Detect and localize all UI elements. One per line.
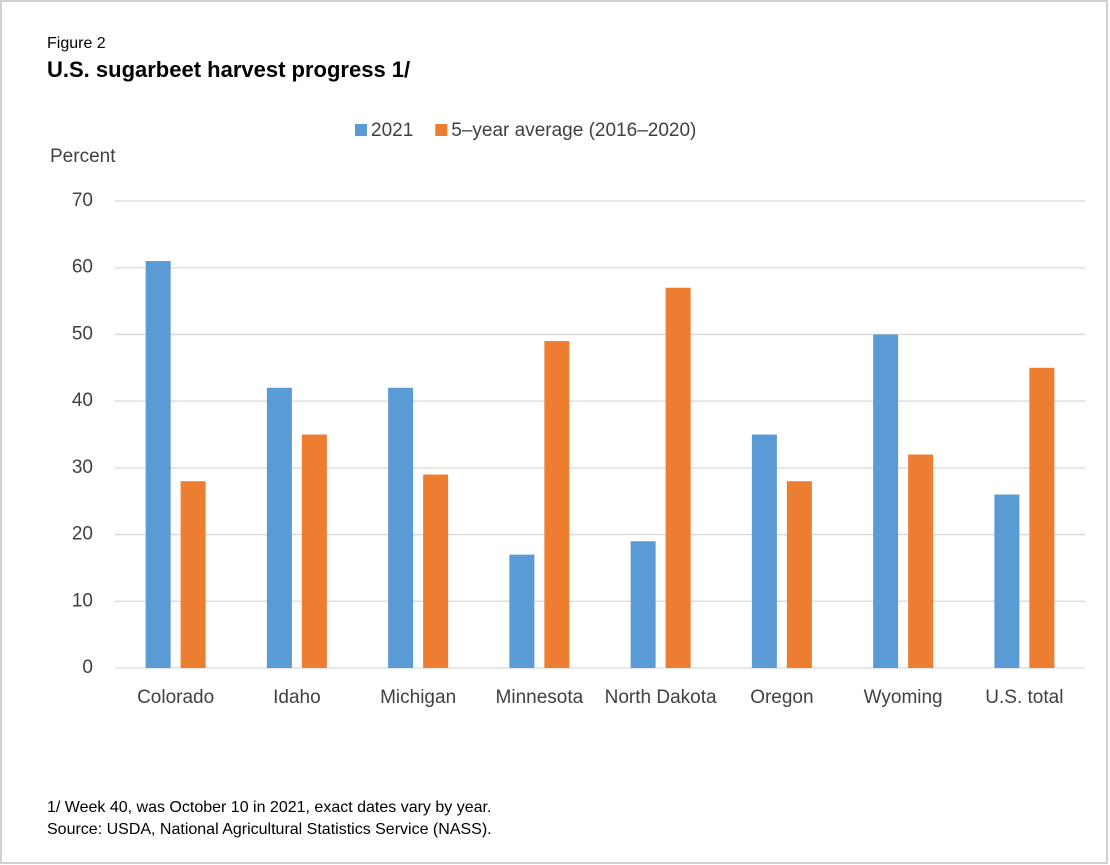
- y-tick-label: 10: [72, 590, 93, 611]
- bar: [544, 341, 570, 668]
- x-tick-label: Wyoming: [864, 687, 943, 708]
- bar: [388, 387, 414, 668]
- x-tick-label: Michigan: [380, 687, 456, 708]
- figure-label: Figure 2: [47, 35, 106, 52]
- x-tick-label: North Dakota: [605, 687, 717, 708]
- bar: [301, 434, 327, 668]
- bar: [266, 387, 292, 668]
- y-tick-label: 0: [82, 657, 93, 678]
- bar: [751, 434, 777, 668]
- x-tick-label: Minnesota: [496, 687, 584, 708]
- legend-label: 5–year average (2016–2020): [451, 120, 696, 141]
- y-tick-label: 60: [72, 257, 93, 278]
- legend-swatch: [355, 124, 367, 136]
- bar: [1029, 367, 1055, 668]
- legend-label: 2021: [371, 120, 413, 141]
- chart-title: U.S. sugarbeet harvest progress 1/: [47, 57, 410, 82]
- bar: [509, 554, 535, 668]
- x-tick-label: Colorado: [137, 687, 214, 708]
- bar: [145, 261, 171, 668]
- bar: [180, 481, 206, 668]
- y-axis-label: Percent: [50, 146, 116, 167]
- bar: [423, 474, 449, 668]
- y-tick-label: 70: [72, 190, 93, 211]
- y-tick-label: 50: [72, 323, 93, 344]
- y-tick-label: 40: [72, 390, 93, 411]
- bar: [665, 287, 691, 668]
- y-tick-label: 30: [72, 457, 93, 478]
- bar: [630, 541, 656, 668]
- bar: [873, 334, 899, 668]
- source-note: Source: USDA, National Agricultural Stat…: [47, 821, 492, 838]
- footnote: 1/ Week 40, was October 10 in 2021, exac…: [47, 799, 491, 816]
- x-tick-label: U.S. total: [985, 687, 1063, 708]
- bar: [908, 454, 934, 668]
- x-tick-label: Idaho: [273, 687, 321, 708]
- bar: [786, 481, 812, 668]
- y-tick-label: 20: [72, 524, 93, 545]
- x-tick-label: Oregon: [750, 687, 813, 708]
- bar: [994, 494, 1020, 668]
- legend-swatch: [435, 124, 448, 136]
